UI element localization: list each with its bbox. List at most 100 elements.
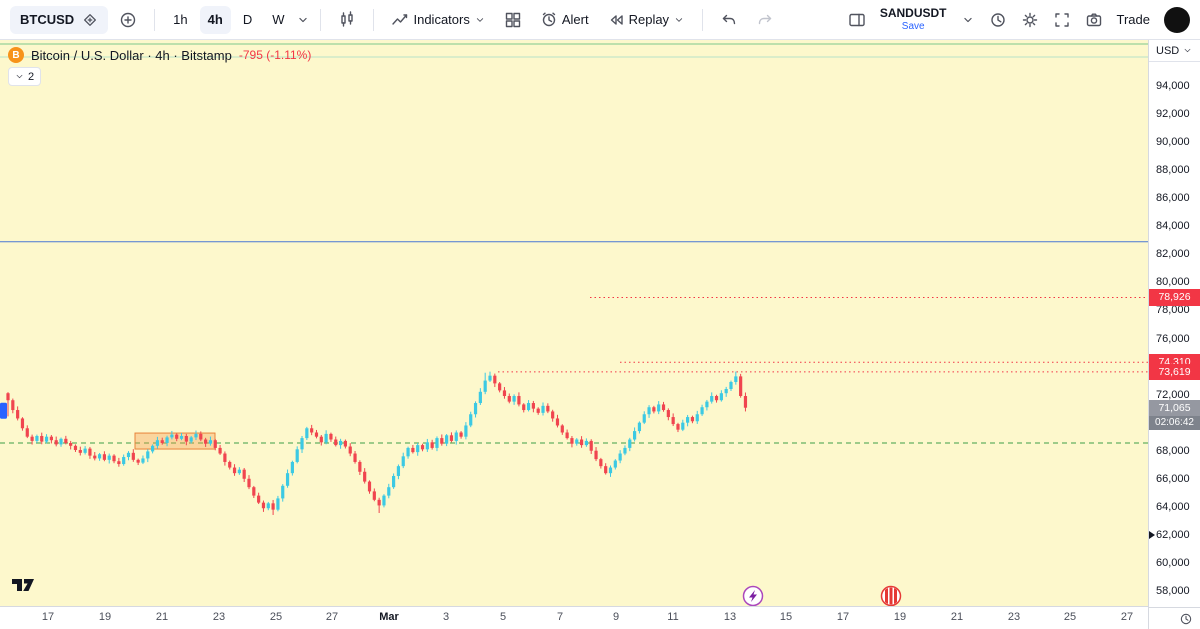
watchlist-active-symbol[interactable]: SANDUSDT Save	[879, 6, 947, 32]
candle-body	[575, 439, 579, 444]
save-layout-link[interactable]: Save	[901, 20, 925, 32]
candle-body	[498, 383, 502, 391]
candle-body	[88, 448, 92, 456]
currency-label: USD	[1156, 44, 1180, 57]
interval-menu-chevron-icon[interactable]	[296, 13, 310, 27]
candle-body	[372, 491, 376, 500]
candlestick-chart[interactable]	[0, 40, 1148, 607]
interval-button-w[interactable]: W	[264, 6, 292, 34]
candle-body	[613, 460, 617, 468]
interval-button-d[interactable]: D	[235, 6, 260, 34]
candle-body	[714, 396, 719, 401]
candle-body	[329, 433, 333, 440]
candle-body	[136, 459, 140, 463]
candle-body	[743, 396, 748, 408]
candle-body	[324, 433, 328, 443]
candle-body	[179, 435, 184, 439]
candle-body	[131, 452, 135, 460]
bitcoin-logo-icon: B	[8, 47, 24, 63]
screenshot-camera-icon[interactable]	[1085, 11, 1103, 29]
redo-icon[interactable]	[749, 6, 781, 34]
candle-body	[387, 487, 391, 496]
candle-body	[546, 405, 550, 412]
candle-body	[579, 439, 584, 446]
candle-body	[319, 436, 323, 443]
candle-body	[218, 447, 222, 454]
legend-title[interactable]: Bitcoin / U.S. Dollar · 4h · Bitstamp	[31, 47, 232, 63]
candle-body	[493, 375, 497, 384]
chart-type-candles-icon[interactable]	[331, 6, 363, 34]
candle-body	[348, 446, 352, 454]
time-tick-19: 19	[98, 611, 112, 623]
compare-add-icon[interactable]	[112, 6, 144, 34]
time-tick-17: 17	[41, 611, 55, 623]
legend-change: -795 (-1.11%)	[238, 48, 312, 62]
time-axis[interactable]: 17 19 21 23 25 27 Mar 3 5 7 9 11 13 15 17 19 21 23 25 27	[0, 606, 1148, 629]
watchlist-panel-icon[interactable]	[848, 11, 866, 29]
candle-body	[151, 445, 155, 452]
candle-body	[469, 414, 473, 426]
candle-body	[710, 396, 714, 402]
time-axis-settings[interactable]	[1148, 607, 1200, 629]
price-scale[interactable]: USD 94,000 92,000 90,000 88,000 86,000 84,000…	[1148, 40, 1200, 607]
symbol-diamond-icon	[82, 12, 98, 28]
chart-pane[interactable]: B Bitcoin / U.S. Dollar · 4h · Bitstamp …	[0, 40, 1148, 607]
price-scale-currency[interactable]: USD	[1149, 40, 1200, 62]
candle-body	[271, 503, 275, 510]
bar-countdown: 02:06:42	[1149, 415, 1200, 431]
candle-body	[257, 495, 261, 503]
candle-body	[560, 425, 564, 433]
interval-button-1h[interactable]: 1h	[165, 6, 195, 34]
candle-body	[555, 418, 560, 426]
price-tick-78000: 78,000	[1156, 304, 1190, 317]
symbol-search-box[interactable]: BTCUSD	[10, 5, 109, 34]
object-tree-collapse-pill[interactable]: 2	[8, 67, 42, 86]
candle-body	[40, 435, 44, 442]
indicators-button[interactable]: Indicators	[384, 6, 492, 34]
chevron-down-icon	[673, 14, 685, 26]
candle-body	[93, 455, 97, 459]
candle-body	[681, 422, 685, 430]
candle-body	[459, 432, 463, 437]
fullscreen-icon[interactable]	[1053, 11, 1071, 29]
candle-body	[454, 432, 458, 441]
candle-body	[570, 438, 574, 444]
candle-body	[604, 466, 608, 474]
candle-body	[522, 404, 526, 411]
alert-button[interactable]: Alert	[533, 6, 596, 34]
trade-button[interactable]: Trade	[1116, 12, 1150, 27]
publish-avatar-button[interactable]	[1164, 6, 1190, 33]
candle-body	[690, 417, 695, 422]
quick-clock-icon[interactable]	[989, 11, 1007, 29]
layout-grid-icon[interactable]	[497, 6, 529, 34]
chart-legend[interactable]: B Bitcoin / U.S. Dollar · 4h · Bitstamp …	[8, 47, 311, 63]
replay-button[interactable]: Replay	[600, 6, 692, 34]
candle-body	[73, 445, 78, 451]
chevron-down-icon[interactable]	[961, 13, 975, 27]
candle-body	[305, 428, 309, 439]
price-tick-76000: 76,000	[1156, 332, 1190, 345]
price-badge-78926: 78,926	[1149, 289, 1200, 306]
time-tick-9: 9	[612, 611, 620, 623]
highlight-box[interactable]	[134, 432, 216, 450]
candle-body	[54, 440, 58, 445]
interval-button-4h[interactable]: 4h	[199, 5, 231, 34]
candle-body	[353, 453, 357, 462]
candle-body	[343, 440, 347, 447]
candle-body	[396, 466, 401, 476]
left-price-marker[interactable]	[0, 402, 7, 419]
emoji-sticker-lightning[interactable]	[742, 585, 764, 607]
emoji-sticker-stripes[interactable]	[880, 585, 902, 607]
settings-gear-icon[interactable]	[1021, 11, 1039, 29]
time-tick-5: 5	[499, 611, 507, 623]
candle-body	[430, 442, 434, 448]
candle-body	[367, 481, 372, 492]
tradingview-logo[interactable]	[12, 576, 39, 597]
candle-body	[435, 438, 439, 448]
undo-icon[interactable]	[713, 6, 745, 34]
candle-body	[449, 435, 454, 441]
price-tick-82000: 82,000	[1156, 248, 1190, 261]
candle-body	[107, 455, 111, 460]
price-badge-71065: 71,065 02:06:42	[1149, 399, 1200, 431]
watchlist-symbol-label: SANDUSDT	[879, 6, 947, 21]
